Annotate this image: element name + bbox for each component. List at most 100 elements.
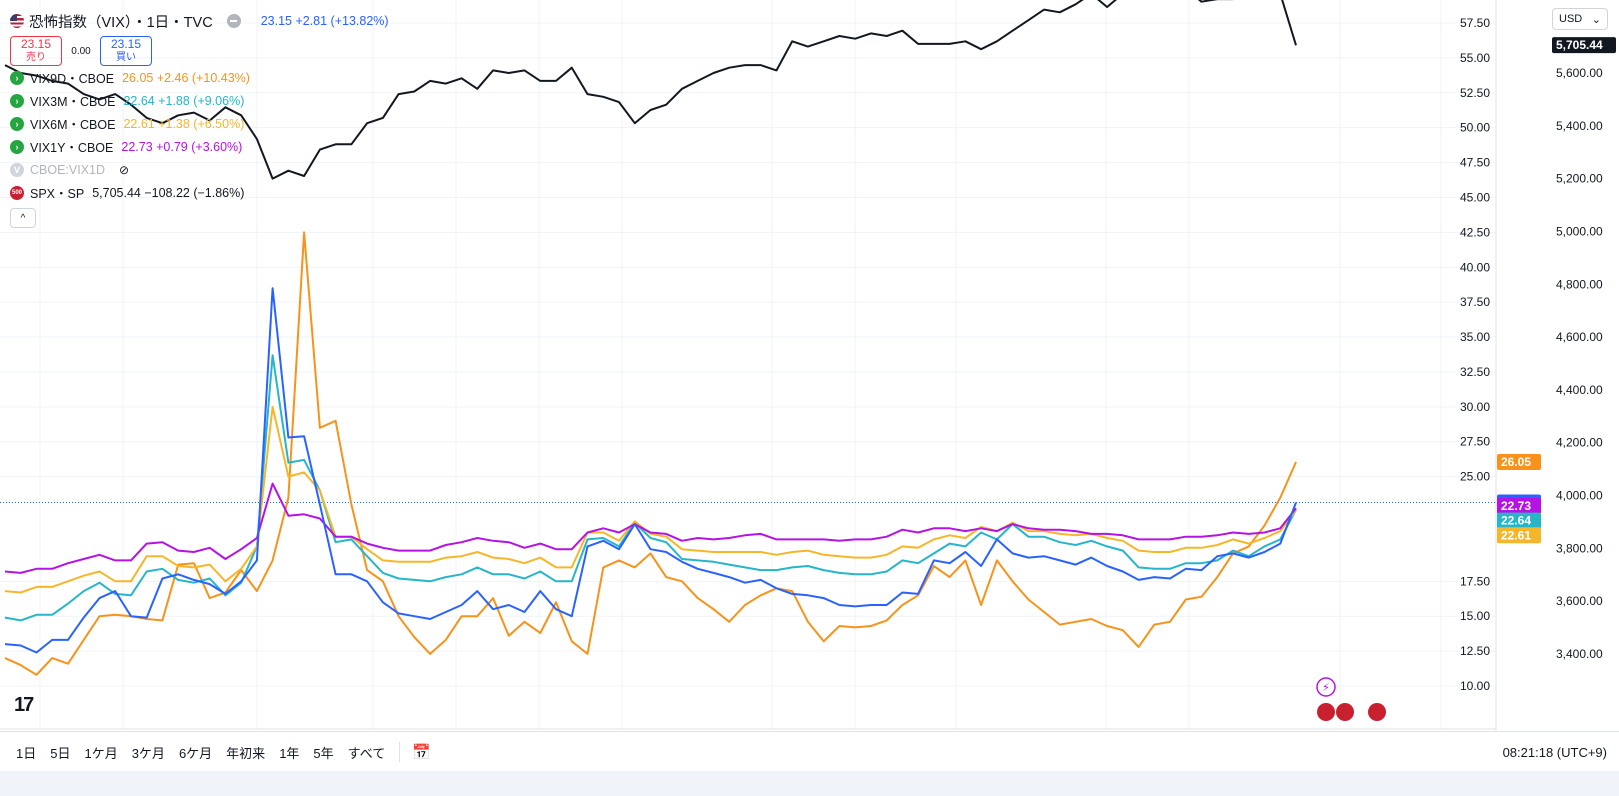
legend-row[interactable]: V CBOE:VIX1D ⊘ [10,158,389,181]
left-tick-label: 45.00 [1460,190,1490,204]
left-tick-label: 40.00 [1460,260,1490,274]
legend-series-values: 5,705.44 −108.22 (−1.86%) [92,185,245,200]
legend-row[interactable]: 500 SPX・SP 5,705.44 −108.22 (−1.86%) [10,181,389,204]
range-button[interactable]: 1年 [279,745,300,761]
us-event-flag-icon [1368,703,1386,721]
left-tick-label: 35.00 [1460,330,1490,344]
legend-series-name: VIX1Y・CBOE [30,141,114,155]
series-line-5 [4,287,1297,654]
legend-series-name: VIX3M・CBOE [30,95,116,109]
left-tick-label: 17.50 [1460,574,1490,588]
right-tick-label: 5,200.00 [1556,172,1603,186]
right-tick-label: 4,600.00 [1556,330,1603,344]
event-markers: ⚡ [1316,677,1386,721]
hide-series-icon[interactable] [226,14,241,28]
legend-series-values: 26.05 +2.46 (+10.43%) [122,70,250,85]
series-line-4 [4,482,1297,574]
right-tick-label: 5,000.00 [1556,224,1603,238]
symbol-icon: › [10,70,24,85]
range-button[interactable]: 1ケ月 [84,745,118,761]
range-button[interactable]: 6ケ月 [178,745,213,761]
currency-label: USD [1559,13,1583,25]
left-axis-ticks: 57.50 55.00 52.50 50.00 47.50 45.00 42.50 40.00… [1460,16,1490,693]
buy-price: 23.15 [110,37,142,51]
main-series-header: 恐怖指数（VIX）・1日・TVC 23.15 +2.81 (+13.82%) [10,10,389,32]
legend-series-values: 22.61 +1.38 (+6.50%) [123,116,245,131]
divider [399,742,401,762]
right-tick-label: 4,400.00 [1556,383,1603,397]
price-label-bg [1497,512,1541,529]
right-tick-label: 4,000.00 [1556,489,1603,503]
sell-label: 売り [26,52,46,63]
hidden-eye-icon[interactable]: ⊘ [119,162,130,177]
lightning-icon: ⚡ [1322,681,1330,694]
chart-canvas[interactable]: 57.50 55.00 52.50 50.00 47.50 45.00 42.50 40.00… [0,0,1619,731]
series-line-0 [4,0,1297,180]
legend-series-values: 22.73 +0.79 (+3.60%) [121,139,243,154]
legend-row[interactable]: › VIX6M・CBOE 22.61 +1.38 (+6.50%) [10,112,389,135]
collapse-legend-button[interactable]: ^ [10,208,36,228]
series-line-3 [4,405,1297,594]
left-tick-label: 47.50 [1460,156,1490,170]
symbol-icon: › [10,116,24,131]
dividend-event-icon [1316,677,1336,697]
left-tick-label: 12.50 [1460,644,1490,658]
right-tick-label: 5,600.00 [1556,66,1603,80]
right-axis-ticks: 5,600.00 5,400.00 5,200.00 5,000.00 4,800.00… [1556,66,1603,661]
range-buttons: 1日 5日 1ケ月 3ケ月 6ケ月 年初来 1年 5年 すべて [0,743,385,762]
right-tick-label: 4,200.00 [1556,436,1603,450]
symbol-icon: 500 [10,185,24,200]
window-frame [0,771,1619,796]
left-tick-label: 50.00 [1460,121,1490,135]
sell-button[interactable]: 23.15 売り [10,36,62,66]
left-tick-label: 30.00 [1460,400,1490,414]
right-tick-label: 4,800.00 [1556,277,1603,291]
sell-price: 23.15 [20,37,52,51]
range-button[interactable]: 3ケ月 [131,745,165,761]
us-event-flag-icon [1317,703,1335,721]
left-tick-label: 15.00 [1460,609,1490,623]
us-event-flag-icon [1336,703,1354,721]
left-tick-label: 57.50 [1460,16,1490,30]
series-line-1 [4,231,1297,676]
right-tick-label: 3,800.00 [1556,541,1603,555]
right-tick-label: 3,600.00 [1556,594,1603,608]
legend-series-name: VIX6M・CBOE [30,118,116,132]
right-tick-label: 5,400.00 [1556,119,1603,133]
left-tick-label: 42.50 [1460,225,1490,239]
legend-row[interactable]: › VIX3M・CBOE 22.64 +1.88 (+9.06%) [10,89,389,112]
main-series-title[interactable]: 恐怖指数（VIX）・1日・TVC [29,14,213,31]
left-tick-label: 52.50 [1460,86,1490,100]
symbol-icon: V [10,162,24,177]
bottom-toolbar: 1日 5日 1ケ月 3ケ月 6ケ月 年初来 1年 5年 すべて 📅 08:21:18 (UTC+… [0,731,1619,772]
legend-row[interactable]: › VIX9D・CBOE 26.05 +2.46 (+10.43%) [10,66,389,89]
calendar-range-icon[interactable]: 📅 [412,744,431,761]
price-label: 5,705.44 [1556,38,1603,52]
price-label: 22.61 [1501,528,1531,542]
price-label: 22.64 [1501,514,1531,528]
buy-button[interactable]: 23.15 買い [100,36,152,66]
legend-row[interactable]: › VIX1Y・CBOE 22.73 +0.79 (+3.60%) [10,135,389,158]
range-button[interactable]: 5日 [50,745,71,761]
left-tick-label: 10.00 [1460,679,1490,693]
legend-series-name: SPX・SP [30,187,85,201]
left-tick-label: 32.50 [1460,365,1490,379]
us-flag-icon [10,14,24,28]
tradingview-logo[interactable]: 17 [14,694,34,716]
symbol-icon: › [10,139,24,154]
range-button[interactable]: 年初来 [226,745,266,761]
price-label: 26.05 [1501,455,1531,469]
currency-select[interactable]: USD ⌄ [1552,8,1608,30]
legend-series-list: › VIX9D・CBOE 26.05 +2.46 (+10.43%) › VIX3M・C… [10,66,389,204]
legend-series-name: VIX9D・CBOE [30,72,115,86]
clock-display[interactable]: 08:21:18 (UTC+9) [1502,744,1607,760]
range-button[interactable]: すべて [347,745,386,761]
range-button[interactable]: 1日 [16,745,37,761]
main-series-values: 23.15 +2.81 (+13.82%) [260,14,389,28]
buy-label: 買い [116,52,136,63]
legend-series-values: 22.64 +1.88 (+9.06%) [123,93,245,108]
range-button[interactable]: 5年 [313,745,334,761]
series-lines [4,0,1297,676]
left-tick-label: 25.00 [1460,470,1490,484]
